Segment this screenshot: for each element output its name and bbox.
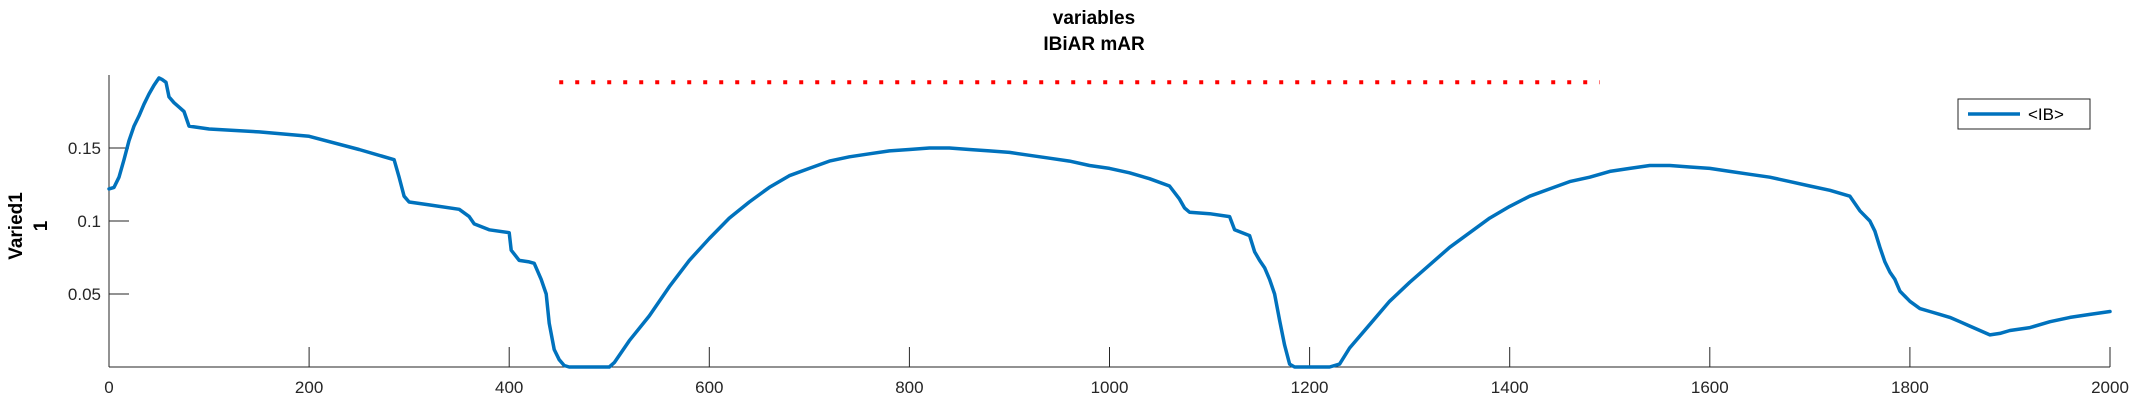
legend-label: <IB> (2028, 105, 2064, 124)
x-tick-label: 1000 (1091, 378, 1129, 397)
chart-title-line-1: variables (1053, 8, 1135, 29)
y-axis-label-line-2: 1 (31, 220, 52, 231)
y-axis-label-line-1: Varied1 (6, 192, 27, 260)
x-tick-label: 1600 (1691, 378, 1729, 397)
plot-area (107, 76, 2112, 369)
series-line-ib (107, 76, 2112, 369)
x-tick-label: 400 (495, 378, 523, 397)
x-tick-label: 0 (104, 378, 113, 397)
y-tick-label: 0.1 (77, 212, 101, 231)
x-tick-label: 2000 (2091, 378, 2129, 397)
axes: 0 200 400 600 800 1000 1200 1400 1600 1800 2000 0.0… (68, 75, 2129, 397)
x-tick-label: 600 (695, 378, 723, 397)
y-tick-label: 0.15 (68, 139, 101, 158)
x-tick-label: 1400 (1491, 378, 1529, 397)
x-tick-label: 1200 (1291, 378, 1329, 397)
legend: <IB> (1957, 98, 2091, 130)
chart-title-line-2: IBiAR mAR (1043, 34, 1145, 55)
x-tick-label: 1800 (1891, 378, 1929, 397)
x-tick-label: 800 (895, 378, 923, 397)
y-tick-label: 0.05 (68, 285, 101, 304)
x-tick-label: 200 (295, 378, 323, 397)
